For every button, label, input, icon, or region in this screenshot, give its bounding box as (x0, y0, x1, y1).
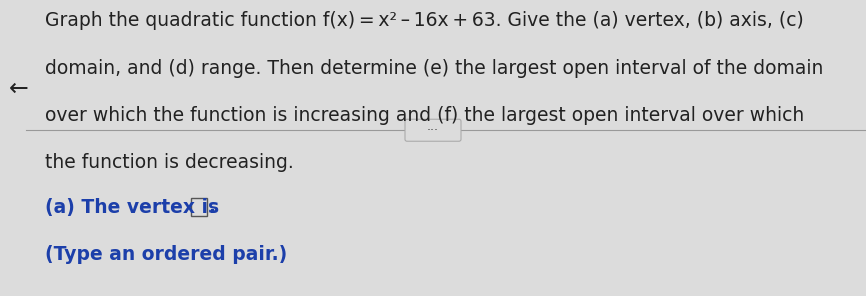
Text: ···: ··· (427, 124, 439, 137)
Text: .: . (208, 198, 215, 217)
Text: Graph the quadratic function f(x) = x² – 16x + 63. Give the (a) vertex, (b) axis: Graph the quadratic function f(x) = x² –… (45, 11, 804, 30)
Text: the function is decreasing.: the function is decreasing. (45, 153, 294, 172)
Text: over which the function is increasing and (f) the largest open interval over whi: over which the function is increasing an… (45, 106, 805, 125)
FancyBboxPatch shape (405, 119, 461, 141)
Text: domain, and (d) range. Then determine (e) the largest open interval of the domai: domain, and (d) range. Then determine (e… (45, 59, 824, 78)
Text: (a) The vertex is: (a) The vertex is (45, 198, 226, 217)
Text: ←: ← (10, 77, 29, 101)
Text: (Type an ordered pair.): (Type an ordered pair.) (45, 245, 288, 264)
Bar (191, 198, 207, 216)
